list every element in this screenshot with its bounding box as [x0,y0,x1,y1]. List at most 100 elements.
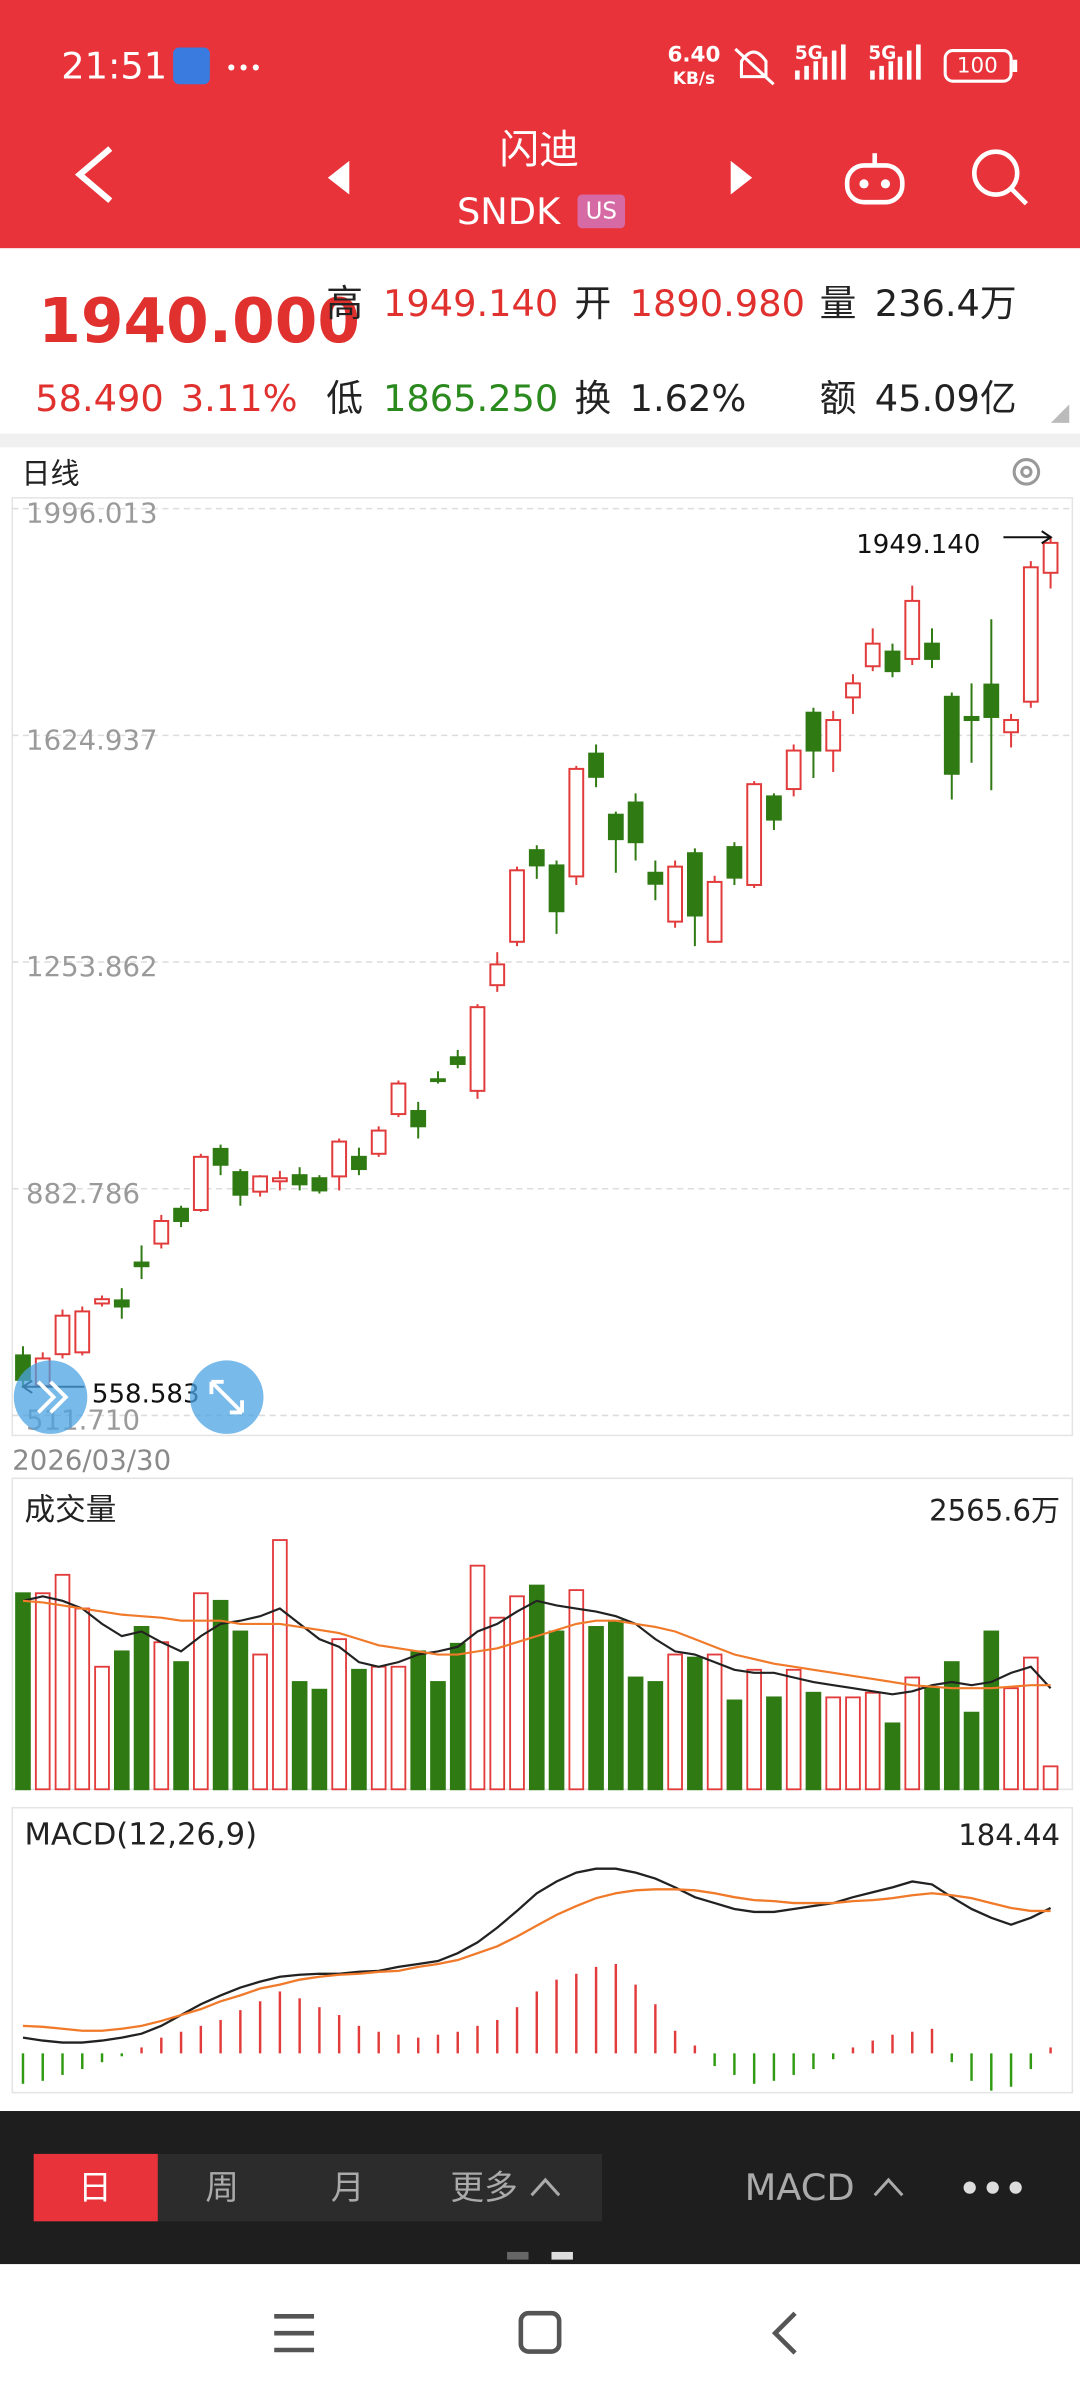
volume-bar [509,1595,525,1791]
volume-bar [449,1642,466,1791]
nav-back[interactable] [771,2311,797,2355]
y-tick-label: 882.786 [26,1177,140,1210]
candle-body [192,1155,209,1211]
candle-body [390,1082,407,1116]
search-button[interactable] [972,149,1029,206]
volume-bar [370,1665,387,1791]
volume-bar [706,1653,723,1791]
volume-bar [667,1653,683,1791]
next-stock[interactable] [730,160,753,195]
candle-body [924,642,940,660]
volume-bar [113,1650,130,1791]
last-price: 1940.000 [38,286,360,357]
candle-body [943,695,960,775]
robot-button[interactable] [844,153,905,205]
candle-body [351,1155,367,1171]
stock-name: 闪迪 [499,127,579,173]
volume-bar [568,1589,585,1791]
page-dot [507,2251,529,2260]
volume-bar [74,1607,91,1791]
candle-body [311,1177,328,1192]
candle-body [252,1175,269,1193]
volume-bar [983,1630,1000,1791]
page-dot [551,2251,573,2260]
prev-stock[interactable] [327,160,350,195]
candle-body [173,1207,189,1222]
candle-body [133,1261,150,1268]
field-value: 1949.140 [383,282,558,325]
scroll-button[interactable] [13,1360,88,1434]
candle-body [904,599,921,660]
candle-body [825,719,842,752]
candle-body [74,1310,91,1354]
candle-body [271,1177,288,1183]
volume-bar [1042,1765,1059,1791]
settings-button[interactable] [1012,458,1041,486]
candle-body [588,752,604,778]
volume-bar [212,1599,229,1791]
candle-body [410,1110,427,1128]
volume-bar [469,1564,486,1791]
tab[interactable]: 日 [78,2168,112,2207]
field-label: 高 [326,282,363,325]
macd-title: MACD(12,26,9) [25,1818,258,1853]
signal-2 [870,44,921,80]
nav-menu[interactable] [274,2313,315,2353]
candle-body [884,650,901,673]
volume-bar [608,1619,624,1791]
volume-bar [94,1665,110,1791]
tab[interactable]: 周 [205,2168,239,2207]
nav-home[interactable] [518,2310,562,2354]
volume-bar [390,1665,407,1791]
candle-body [153,1219,170,1245]
high-label: 1949.140 [856,530,980,560]
macd-line [22,1867,1052,2044]
overlay-buttons[interactable] [13,1360,264,1434]
macd-frame [11,1806,1074,2094]
volume-bar [489,1616,506,1791]
volume-bar [548,1630,565,1791]
volume-bar [785,1668,802,1791]
volume-bar [193,1592,209,1791]
chart-title: 日线 [21,456,79,490]
field-label: 量 [820,282,857,325]
expand-corner[interactable] [1050,404,1070,423]
volume-bar [351,1668,367,1791]
volume-title: 成交量 [25,1493,117,1528]
indicator-button[interactable]: MACD [745,2166,855,2209]
volume-bar [410,1650,427,1791]
candle-body [528,849,545,867]
tab[interactable]: 月 [331,2168,365,2207]
field-label: 低 [326,377,363,420]
candle-body [370,1129,387,1155]
more-button[interactable] [963,2181,1022,2194]
field-label: 换 [574,377,611,420]
volume-ma-line [22,1595,1052,1696]
candle-body [291,1174,308,1186]
volume-bar [746,1668,762,1791]
price-change: 58.490 [35,377,164,420]
field-value: 1.62% [630,377,747,420]
scroll-icon [36,1380,69,1414]
candle-body [232,1171,249,1196]
y-tick-label: 1996.013 [26,497,158,530]
candle-body [785,749,802,791]
candle-body [489,963,506,987]
back-button[interactable] [74,146,113,204]
macd-line [22,1888,1051,2032]
candle-body [667,865,684,923]
tab[interactable]: 更多 [450,2168,517,2207]
volume-bar [864,1691,881,1791]
volume-bar [1023,1656,1039,1791]
volume-bar [133,1626,150,1791]
tab-active[interactable] [33,2153,158,2222]
volume-bar [845,1696,861,1791]
candle-body [766,795,782,821]
candle-body [331,1140,348,1178]
candle-body [627,801,644,844]
candle-body [706,880,723,943]
candle-body [54,1314,71,1356]
net-speed: 6.40 [668,43,721,68]
candle-body [647,871,664,885]
tab-chevron [530,2177,561,2197]
